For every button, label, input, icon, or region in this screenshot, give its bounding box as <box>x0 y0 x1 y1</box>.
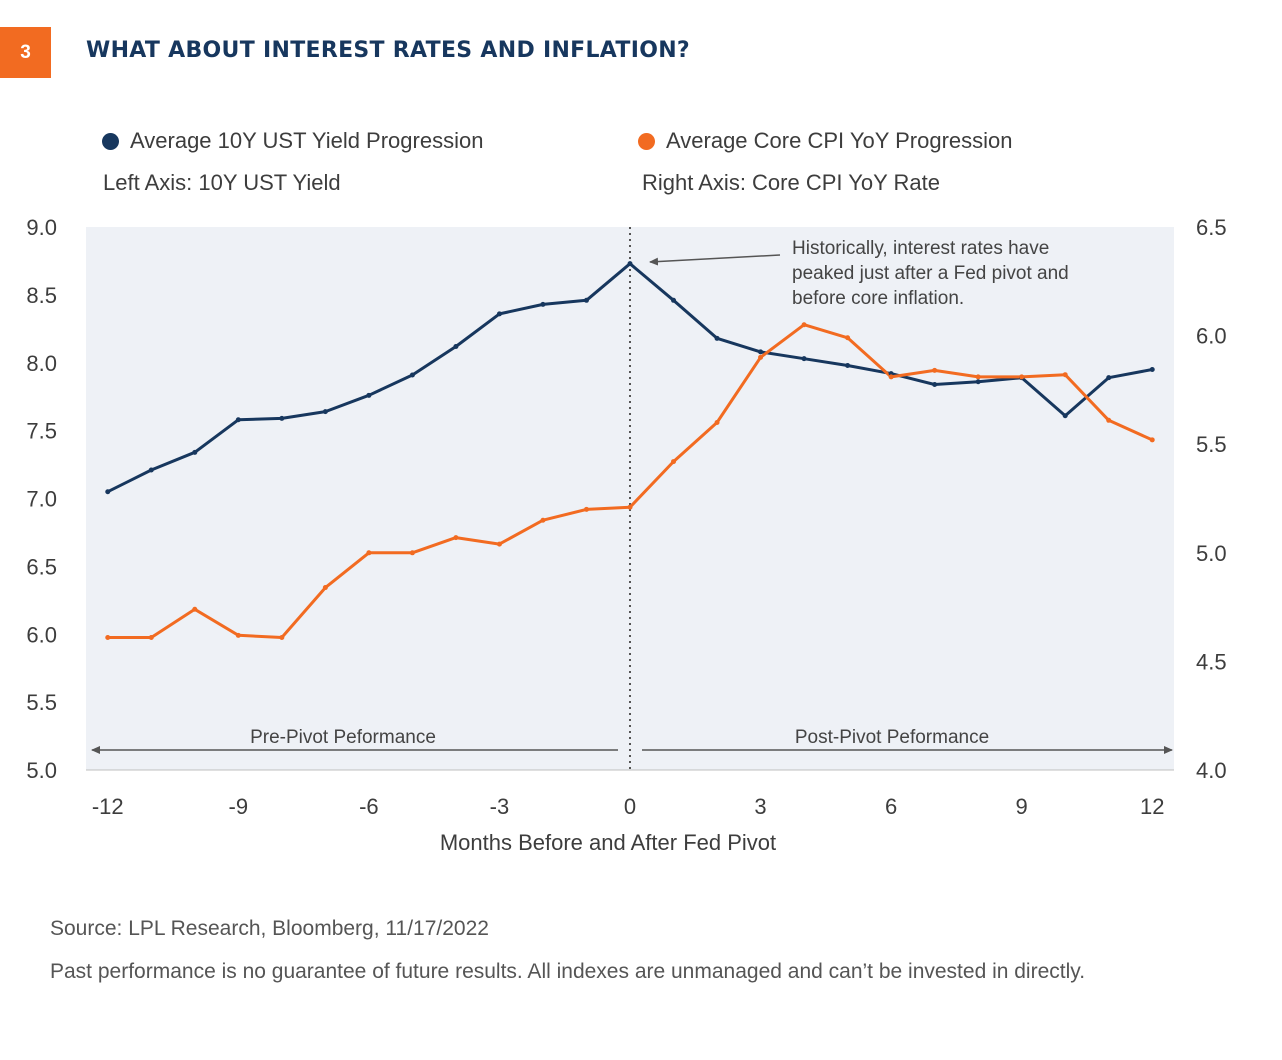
cpi-data-point <box>758 354 764 360</box>
pre-pivot-label: Pre-Pivot Peformance <box>250 727 436 748</box>
circle-dot-icon <box>638 132 655 150</box>
callout-line-1: Historically, interest rates have <box>792 238 1049 259</box>
source-note: Source: LPL Research, Bloomberg, 11/17/2… <box>50 917 489 940</box>
callout-line-3: before core inflation. <box>792 288 964 309</box>
x-tick-label: 12 <box>1140 794 1164 819</box>
legend-label-cpi: Average Core CPI YoY Progression <box>666 128 1013 153</box>
cpi-data-point <box>888 374 894 380</box>
yield-data-point <box>192 449 198 455</box>
x-tick-label: 9 <box>1016 794 1028 819</box>
right-axis-note: Right Axis: Core CPI YoY Rate <box>642 170 940 195</box>
cpi-data-point <box>714 419 720 425</box>
cpi-data-point <box>1106 417 1112 423</box>
yield-data-point <box>627 261 633 267</box>
cpi-data-point <box>1062 372 1068 378</box>
cpi-data-point <box>801 322 807 328</box>
post-pivot-label: Post-Pivot Peformance <box>795 727 989 748</box>
yield-data-point <box>322 409 328 415</box>
yield-data-point <box>279 415 285 421</box>
x-tick-label: -6 <box>359 794 379 819</box>
legend-label-yield: Average 10Y UST Yield Progression <box>130 128 484 153</box>
yield-data-point <box>671 297 677 303</box>
callout-arrow <box>649 254 781 266</box>
yield-data-point <box>801 356 807 362</box>
right-tick-label: 5.0 <box>1196 541 1227 566</box>
x-tick-label: 0 <box>624 794 636 819</box>
cpi-data-point <box>105 635 111 641</box>
right-tick-label: 6.5 <box>1196 215 1227 240</box>
x-axis-label: Months Before and After Fed Pivot <box>440 830 776 855</box>
left-axis-note: Left Axis: 10Y UST Yield <box>103 170 341 195</box>
yield-data-point <box>1062 413 1068 419</box>
yield-data-point <box>975 379 981 385</box>
right-tick-label: 4.0 <box>1196 758 1227 783</box>
left-tick-label: 7.5 <box>26 419 57 444</box>
cpi-data-point <box>409 550 415 556</box>
callout-line-2: peaked just after a Fed pivot and <box>792 263 1069 284</box>
yield-data-point <box>1149 367 1155 373</box>
circle-dot-icon <box>102 132 119 150</box>
left-tick-label: 8.5 <box>26 283 57 308</box>
cpi-data-point <box>975 374 981 380</box>
yield-data-point <box>235 417 241 423</box>
yield-data-point <box>758 349 764 355</box>
yield-data-point <box>496 311 502 317</box>
x-tick-label: 6 <box>885 794 897 819</box>
yield-data-point <box>366 392 372 398</box>
yield-data-point <box>453 343 459 349</box>
cpi-data-point <box>366 550 372 556</box>
cpi-data-point <box>148 635 154 641</box>
left-tick-label: 6.0 <box>26 622 57 647</box>
cpi-data-point <box>192 606 198 612</box>
legend-series-yield: Average 10Y UST Yield Progression <box>102 128 483 154</box>
right-tick-label: 5.5 <box>1196 432 1227 457</box>
cpi-data-point <box>235 632 241 638</box>
legend-series-cpi: Average Core CPI YoY Progression <box>638 128 1013 154</box>
x-tick-label: 3 <box>754 794 766 819</box>
x-tick-label: -9 <box>229 794 249 819</box>
disclaimer: Past performance is no guarantee of futu… <box>50 960 1086 983</box>
cpi-data-point <box>1149 437 1155 443</box>
right-tick-label: 6.0 <box>1196 324 1227 349</box>
x-tick-label: -3 <box>490 794 510 819</box>
cpi-data-point <box>279 635 285 641</box>
cpi-data-point <box>627 504 633 510</box>
cpi-data-point <box>496 541 502 547</box>
left-tick-label: 5.0 <box>26 758 57 783</box>
yield-data-point <box>105 489 111 495</box>
yield-data-point <box>148 467 154 473</box>
left-tick-label: 8.0 <box>26 351 57 376</box>
cpi-data-point <box>932 367 938 373</box>
yield-data-point <box>932 381 938 387</box>
cpi-data-point <box>322 585 328 591</box>
cpi-data-point <box>671 459 677 465</box>
left-tick-label: 5.5 <box>26 690 57 715</box>
left-tick-label: 9.0 <box>26 215 57 240</box>
cpi-data-point <box>1019 374 1025 380</box>
left-tick-label: 7.0 <box>26 487 57 512</box>
yield-data-point <box>1106 375 1112 381</box>
yield-data-point <box>540 301 546 307</box>
left-tick-label: 6.5 <box>26 554 57 579</box>
yield-data-point <box>409 372 415 378</box>
line-chart: 5.0 5.5 6.0 6.5 7.0 7.5 8.0 8.5 9.0 4.0 4.5 5.0 5.5… <box>26 215 1227 855</box>
x-tick-label: -12 <box>92 794 124 819</box>
cpi-data-point <box>540 517 546 523</box>
chart-heading: WHAT ABOUT INTEREST RATES AND INFLATION? <box>86 38 690 63</box>
yield-data-point <box>845 362 851 368</box>
cpi-data-point <box>583 506 589 512</box>
right-tick-label: 4.5 <box>1196 649 1227 674</box>
yield-data-point <box>583 297 589 303</box>
cpi-data-point <box>845 335 851 341</box>
cpi-data-point <box>453 535 459 541</box>
section-number-badge: 3 <box>0 27 51 78</box>
yield-data-point <box>714 335 720 341</box>
